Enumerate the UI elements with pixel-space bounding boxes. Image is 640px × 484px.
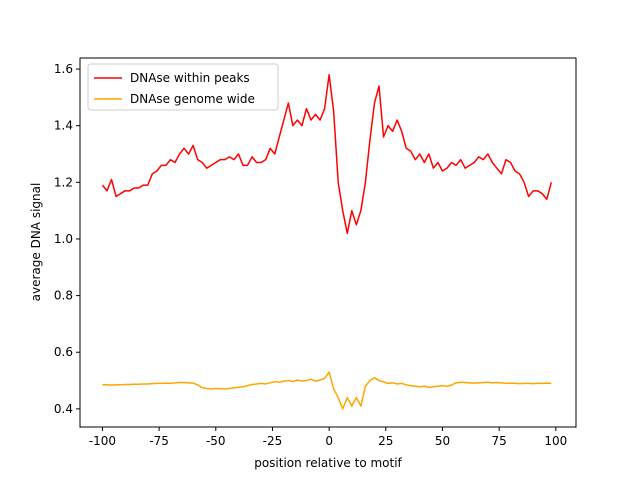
x-tick-label: 50 — [435, 434, 450, 448]
y-tick-label: 1.0 — [54, 232, 73, 246]
legend-label: DNAse within peaks — [130, 71, 250, 85]
x-tick-label: -25 — [263, 434, 283, 448]
x-tick-label: 25 — [378, 434, 393, 448]
y-tick-label: 0.6 — [54, 345, 73, 359]
y-tick-label: 0.8 — [54, 289, 73, 303]
y-axis-label: average DNA signal — [29, 183, 43, 302]
y-tick-label: 1.6 — [54, 62, 73, 76]
legend-label: DNAse genome wide — [130, 92, 255, 106]
y-tick-label: 1.4 — [54, 119, 73, 133]
legend-box — [87, 63, 279, 111]
data-line — [102, 371, 552, 410]
x-tick-label: -100 — [89, 434, 116, 448]
data-line — [101, 73, 553, 235]
x-tick-label: 0 — [325, 434, 333, 448]
x-tick-label: 100 — [544, 434, 567, 448]
x-tick-label: -75 — [149, 434, 169, 448]
axes-frame — [79, 57, 577, 428]
y-tick-label: 1.2 — [54, 175, 73, 189]
x-axis-label: position relative to motif — [254, 456, 402, 470]
y-tick-label: 0.4 — [54, 402, 73, 416]
x-tick-label: 75 — [492, 434, 507, 448]
x-tick-label: -50 — [206, 434, 226, 448]
